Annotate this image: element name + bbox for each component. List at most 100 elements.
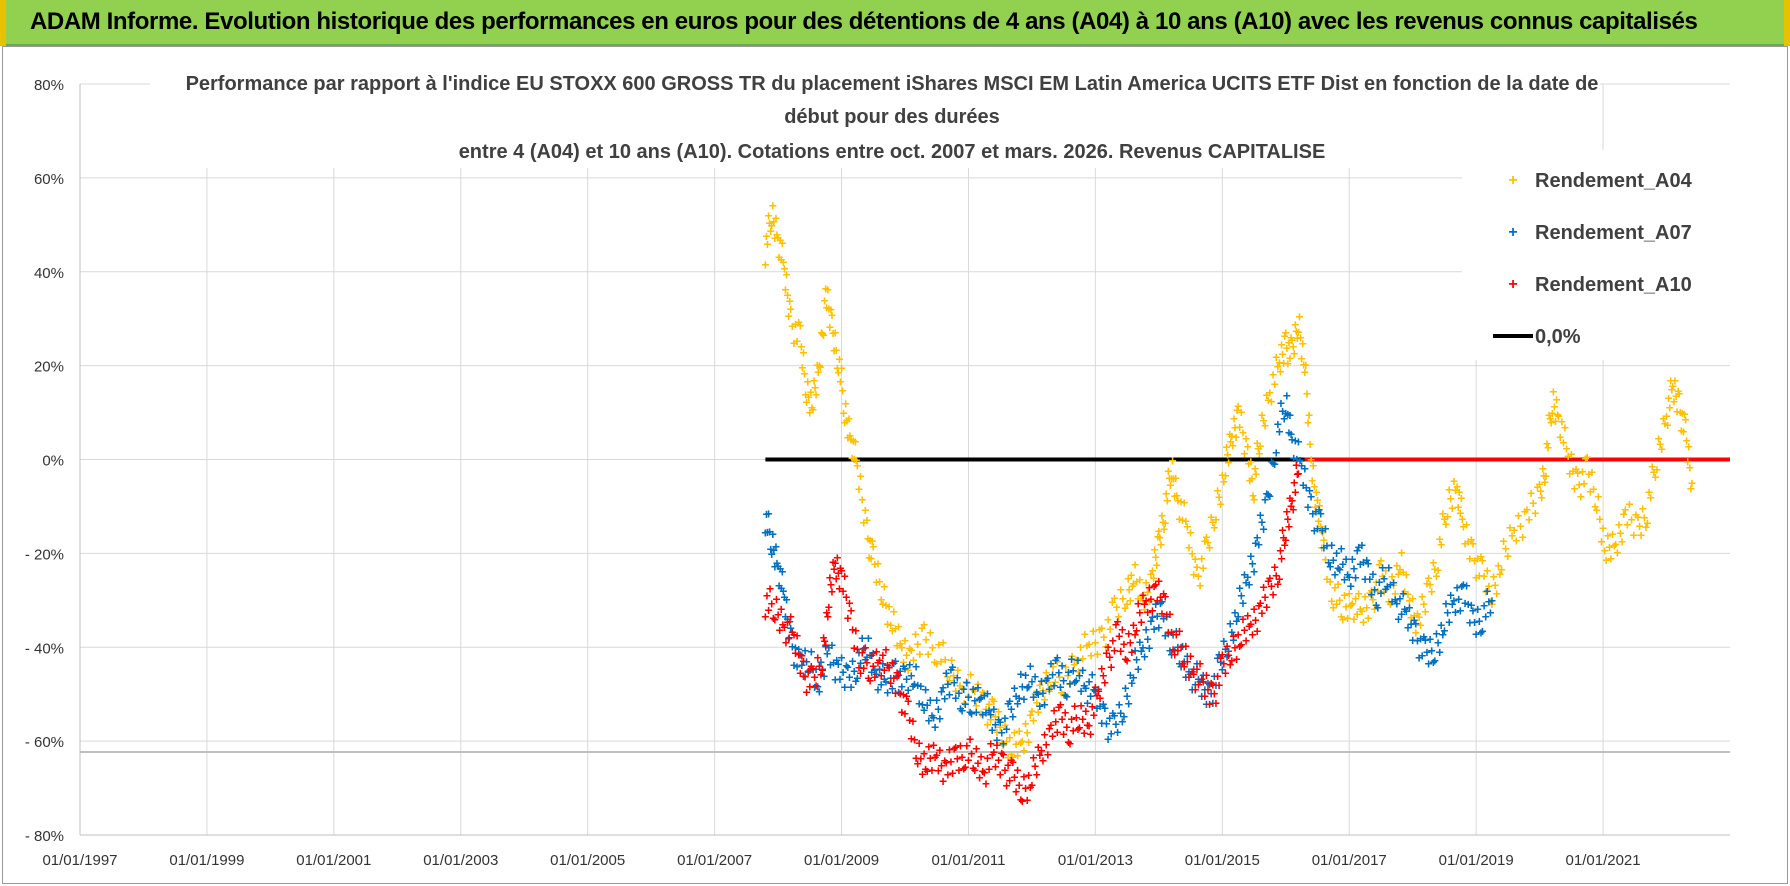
data-point: + — [1458, 578, 1466, 594]
data-point: + — [942, 665, 950, 681]
data-point: + — [1570, 480, 1578, 496]
data-point: + — [1242, 431, 1250, 447]
data-point: + — [763, 524, 771, 540]
data-point: + — [1002, 721, 1010, 737]
data-point: + — [1055, 669, 1063, 685]
data-point: + — [1350, 560, 1358, 576]
data-point: + — [1106, 621, 1114, 637]
data-point: + — [1108, 594, 1116, 610]
data-point: + — [855, 660, 863, 676]
data-point: + — [1371, 582, 1379, 598]
data-point: + — [971, 762, 979, 778]
data-point: + — [1291, 316, 1299, 332]
data-point: + — [1336, 592, 1344, 608]
data-point: + — [804, 664, 812, 680]
chart-title: Performance par rapport à l'indice EU ST… — [186, 73, 1599, 163]
data-point: + — [1340, 572, 1348, 588]
data-point: + — [1662, 408, 1670, 424]
data-point: + — [1467, 532, 1475, 548]
data-point: + — [906, 657, 914, 673]
data-point: + — [1301, 364, 1309, 380]
data-point: + — [845, 595, 853, 611]
data-point: + — [1136, 605, 1144, 621]
data-point: + — [771, 230, 779, 246]
data-point: + — [1090, 681, 1098, 697]
data-point: + — [1149, 570, 1157, 586]
data-point: + — [1232, 429, 1240, 445]
data-point: + — [977, 706, 985, 722]
data-point: + — [1531, 505, 1539, 521]
data-point: + — [1454, 499, 1462, 515]
data-point: + — [1050, 703, 1058, 719]
data-point: + — [1410, 607, 1418, 623]
data-point: + — [1201, 688, 1209, 704]
data-point: + — [1191, 676, 1199, 692]
data-point: + — [790, 627, 798, 643]
data-point: + — [902, 671, 910, 687]
data-point: + — [1079, 651, 1087, 667]
data-point: + — [1223, 648, 1231, 664]
data-point: + — [888, 622, 896, 638]
data-point: + — [864, 630, 872, 646]
data-point: + — [1405, 592, 1413, 608]
data-point: + — [876, 661, 884, 677]
y-tick-label: 0% — [42, 453, 64, 470]
x-tick-label: 01/01/2017 — [1312, 852, 1387, 869]
data-point: + — [1444, 605, 1452, 621]
data-point: + — [883, 684, 891, 700]
data-point: + — [1202, 529, 1210, 545]
data-point: + — [1245, 577, 1253, 593]
data-point: + — [1071, 698, 1079, 714]
data-point: + — [1267, 578, 1275, 594]
data-point: + — [1374, 583, 1382, 599]
data-point: + — [1161, 589, 1169, 605]
data-point: + — [1045, 681, 1053, 697]
data-point: + — [1247, 548, 1255, 564]
data-point: + — [933, 692, 941, 708]
data-point: + — [1112, 599, 1120, 615]
x-tick-label: 01/01/2019 — [1439, 852, 1514, 869]
data-point: + — [1147, 566, 1155, 582]
data-point: + — [883, 657, 891, 673]
data-point: + — [985, 696, 993, 712]
data-point: + — [788, 639, 796, 655]
data-point: + — [1256, 595, 1264, 611]
data-point: + — [1632, 506, 1640, 522]
data-point: + — [1183, 648, 1191, 664]
y-tick-label: 60% — [34, 171, 64, 188]
data-point: + — [1162, 486, 1170, 502]
data-point: + — [1371, 601, 1379, 617]
data-point: + — [1001, 762, 1009, 778]
data-point: + — [764, 207, 772, 223]
data-point: + — [1133, 573, 1141, 589]
data-point: + — [1028, 777, 1036, 793]
data-point: + — [766, 581, 774, 597]
data-point: + — [812, 386, 820, 402]
data-point: + — [949, 765, 957, 781]
data-point: + — [1206, 676, 1214, 692]
data-point: + — [1085, 718, 1093, 734]
data-point: + — [1244, 569, 1252, 585]
data-point: + — [1010, 725, 1018, 741]
data-point: + — [909, 713, 917, 729]
data-point: + — [1072, 652, 1080, 668]
data-point: + — [1466, 551, 1474, 567]
data-point: + — [931, 749, 939, 765]
data-point: + — [1163, 606, 1171, 622]
data-point: + — [791, 640, 799, 656]
data-point: + — [1461, 595, 1469, 611]
data-point: + — [1001, 717, 1009, 733]
data-point: + — [1337, 608, 1345, 624]
data-point: + — [1098, 661, 1106, 677]
data-point: + — [1361, 571, 1369, 587]
data-point: + — [1201, 533, 1209, 549]
data-point: + — [1347, 597, 1355, 613]
y-tick-label: 40% — [34, 265, 64, 282]
data-point: + — [768, 217, 776, 233]
data-point: + — [1155, 523, 1163, 539]
data-point: + — [895, 618, 903, 634]
data-point: + — [1345, 569, 1353, 585]
data-point: + — [1310, 478, 1318, 494]
data-point: + — [771, 559, 779, 575]
data-point: + — [1063, 719, 1071, 735]
